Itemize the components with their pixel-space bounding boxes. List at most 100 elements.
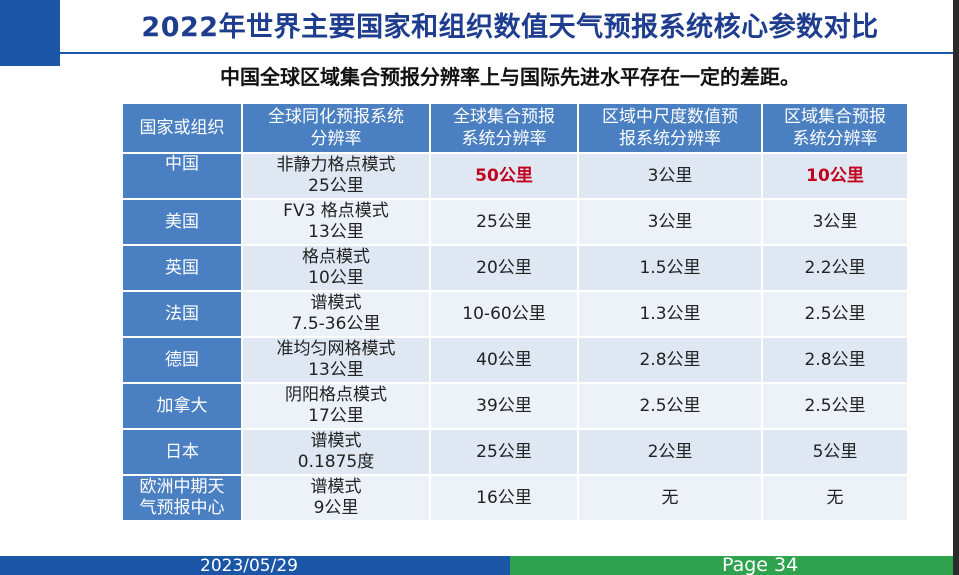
global-ensemble-cell: 39公里	[431, 384, 577, 428]
header-line: 全球集合预报	[453, 107, 555, 127]
header-line: 系统分辨率	[461, 129, 547, 149]
table-row: 日本 谱模式 0.1875度 25公里 2公里 5公里	[123, 430, 907, 474]
regional-ensemble-cell: 3公里	[763, 200, 907, 244]
global-ensemble-cell: 16公里	[431, 476, 577, 520]
country-name: 美国	[165, 211, 199, 232]
mesoscale-cell: 2公里	[579, 430, 761, 474]
country-name: 日本	[165, 441, 199, 462]
model-resolution: 17公里	[308, 406, 364, 426]
table-header-row: 国家或组织 全球同化预报系统 分辨率 全球集合预报 系统分辨率 区域中尺度数值预…	[123, 104, 907, 152]
mesoscale-cell: 1.3公里	[579, 292, 761, 336]
header-line: 区域集合预报	[784, 107, 886, 127]
model-type: 谱模式	[310, 431, 362, 451]
footer-page-number: Page 34	[722, 554, 799, 575]
header-line: 分辨率	[310, 129, 362, 149]
mesoscale-cell: 1.5公里	[579, 246, 761, 290]
global-ensemble-cell: 25公里	[431, 200, 577, 244]
regional-ensemble-cell: 2.5公里	[763, 384, 907, 428]
assimilation-cell: FV3 格点模式 13公里	[243, 200, 429, 244]
header-line: 报系统分辨率	[619, 129, 721, 149]
header-line: 全球同化预报系统	[268, 107, 404, 127]
regional-ensemble-cell: 2.5公里	[763, 292, 907, 336]
assimilation-cell: 准均匀网格模式 13公里	[243, 338, 429, 382]
model-resolution: 13公里	[308, 222, 364, 242]
model-resolution: 7.5-36公里	[291, 314, 381, 334]
country-cell: 日本	[123, 430, 241, 474]
assimilation-cell: 谱模式 0.1875度	[243, 430, 429, 474]
header-global-assimilation: 全球同化预报系统 分辨率	[243, 104, 429, 152]
table-row: 英国 格点模式 10公里 20公里 1.5公里 2.2公里	[123, 246, 907, 290]
model-type: 谱模式	[310, 477, 362, 497]
footer-date: 2023/05/29	[200, 556, 298, 575]
model-type: 准均匀网格模式	[276, 339, 396, 359]
country-name: 气预报中心	[139, 498, 225, 518]
country-name: 法国	[165, 303, 199, 324]
model-resolution: 13公里	[308, 360, 364, 380]
model-resolution: 9公里	[313, 498, 359, 518]
model-resolution: 25公里	[308, 176, 364, 196]
mesoscale-cell: 2.8公里	[579, 338, 761, 382]
global-ensemble-cell: 25公里	[431, 430, 577, 474]
regional-ensemble-cell: 无	[763, 476, 907, 520]
model-resolution: 0.1875度	[297, 452, 375, 472]
global-ensemble-cell: 50公里	[431, 154, 577, 198]
assimilation-cell: 谱模式 7.5-36公里	[243, 292, 429, 336]
assimilation-cell: 谱模式 9公里	[243, 476, 429, 520]
slide-title: 2022年世界主要国家和组织数值天气预报系统核心参数对比	[141, 12, 879, 43]
model-type: 谱模式	[310, 293, 362, 313]
country-cell: 法国	[123, 292, 241, 336]
country-cell: 加拿大	[123, 384, 241, 428]
mesoscale-cell: 3公里	[579, 200, 761, 244]
window-edge	[953, 0, 959, 575]
country-cell: 英国	[123, 246, 241, 290]
assimilation-cell: 阴阳格点模式 17公里	[243, 384, 429, 428]
model-type: 格点模式	[302, 247, 370, 267]
table-row: 美国 FV3 格点模式 13公里 25公里 3公里 3公里	[123, 200, 907, 244]
model-type: 非静力格点模式	[276, 155, 396, 175]
country-name: 中国	[165, 154, 199, 174]
comparison-table: 国家或组织 全球同化预报系统 分辨率 全球集合预报 系统分辨率 区域中尺度数值预…	[121, 102, 909, 522]
table-row: 德国 准均匀网格模式 13公里 40公里 2.8公里 2.8公里	[123, 338, 907, 382]
table-row: 法国 谱模式 7.5-36公里 10-60公里 1.3公里 2.5公里	[123, 292, 907, 336]
country-name: 德国	[165, 349, 199, 370]
country-cell: 欧洲中期天 气预报中心	[123, 476, 241, 520]
footer-bar-blue	[0, 556, 510, 575]
header-regional-ensemble: 区域集合预报 系统分辨率	[763, 104, 907, 152]
header-line: 系统分辨率	[792, 129, 878, 149]
regional-ensemble-cell: 10公里	[763, 154, 907, 198]
header-line: 区域中尺度数值预	[602, 107, 738, 127]
country-name: 欧洲中期天	[139, 477, 225, 497]
header-global-ensemble: 全球集合预报 系统分辨率	[431, 104, 577, 152]
table-row: 中国 非静力格点模式 25公里 50公里 3公里 10公里	[123, 154, 907, 198]
footer-bar-green	[510, 556, 959, 575]
table-row: 欧洲中期天 气预报中心 谱模式 9公里 16公里 无 无	[123, 476, 907, 520]
table-row: 加拿大 阴阳格点模式 17公里 39公里 2.5公里 2.5公里	[123, 384, 907, 428]
regional-ensemble-cell: 2.8公里	[763, 338, 907, 382]
corner-decoration	[0, 0, 60, 62]
assimilation-cell: 非静力格点模式 25公里	[243, 154, 429, 198]
country-cell: 美国	[123, 200, 241, 244]
mesoscale-cell: 2.5公里	[579, 384, 761, 428]
mesoscale-cell: 3公里	[579, 154, 761, 198]
corner-decoration-strip	[0, 62, 60, 66]
country-name: 加拿大	[156, 395, 208, 416]
country-cell: 德国	[123, 338, 241, 382]
country-cell: 中国	[123, 154, 241, 198]
model-type: 阴阳格点模式	[285, 385, 387, 405]
model-resolution: 10公里	[308, 268, 364, 288]
global-ensemble-cell: 40公里	[431, 338, 577, 382]
mesoscale-cell: 无	[579, 476, 761, 520]
regional-ensemble-cell: 5公里	[763, 430, 907, 474]
header-regional-mesoscale: 区域中尺度数值预 报系统分辨率	[579, 104, 761, 152]
model-type: FV3 格点模式	[283, 201, 389, 221]
assimilation-cell: 格点模式 10公里	[243, 246, 429, 290]
regional-ensemble-cell: 2.2公里	[763, 246, 907, 290]
title-underline	[60, 52, 959, 54]
country-name: 英国	[165, 257, 199, 278]
header-country: 国家或组织	[123, 104, 241, 152]
global-ensemble-cell: 20公里	[431, 246, 577, 290]
header-line: 国家或组织	[139, 118, 225, 138]
slide-subtitle: 中国全球区域集合预报分辨率上与国际先进水平存在一定的差距。	[220, 65, 800, 89]
global-ensemble-cell: 10-60公里	[431, 292, 577, 336]
